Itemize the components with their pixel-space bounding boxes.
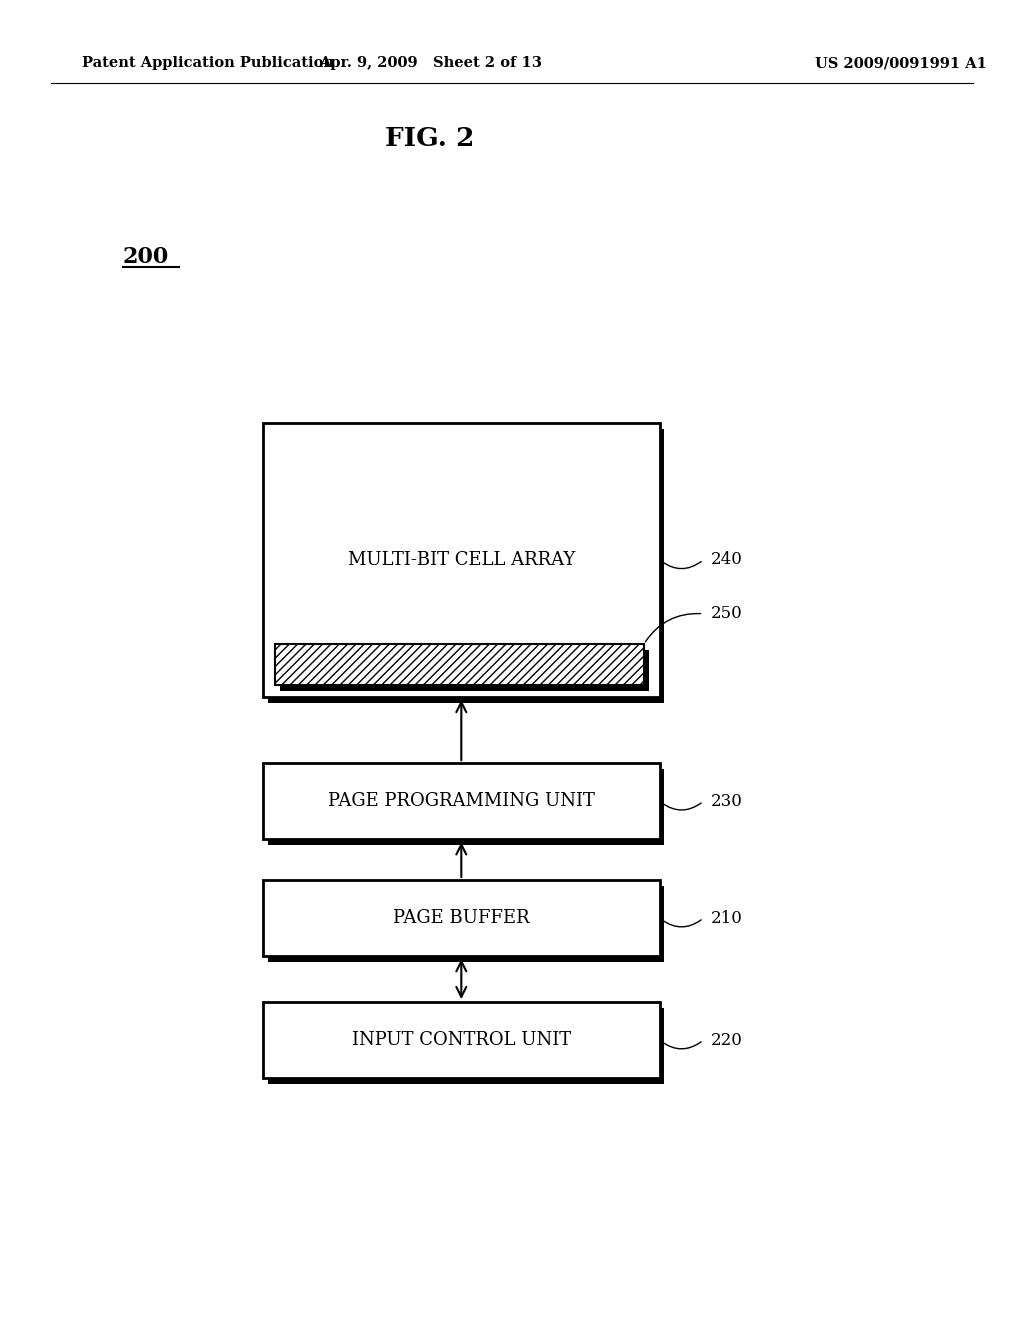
Bar [263, 880, 659, 956]
Bar [263, 1002, 659, 1078]
Text: 250: 250 [712, 606, 743, 622]
Text: 240: 240 [712, 552, 743, 569]
Bar [263, 422, 659, 697]
Text: 230: 230 [712, 793, 743, 809]
Text: 220: 220 [712, 1032, 743, 1048]
Text: MULTI-BIT CELL ARRAY: MULTI-BIT CELL ARRAY [348, 550, 574, 569]
Text: Patent Application Publication: Patent Application Publication [82, 57, 334, 70]
Text: PAGE PROGRAMMING UNIT: PAGE PROGRAMMING UNIT [328, 792, 595, 810]
Text: FIG. 2: FIG. 2 [385, 127, 475, 150]
Bar [267, 1008, 665, 1084]
Bar [280, 651, 648, 690]
Text: US 2009/0091991 A1: US 2009/0091991 A1 [815, 57, 987, 70]
Bar [263, 763, 659, 840]
Text: Apr. 9, 2009   Sheet 2 of 13: Apr. 9, 2009 Sheet 2 of 13 [318, 57, 542, 70]
Text: INPUT CONTROL UNIT: INPUT CONTROL UNIT [352, 1031, 570, 1049]
Bar [267, 770, 665, 846]
Bar [267, 886, 665, 962]
Text: PAGE BUFFER: PAGE BUFFER [393, 909, 529, 927]
Text: 200: 200 [123, 247, 169, 268]
Text: 210: 210 [712, 909, 743, 927]
Bar [267, 429, 665, 704]
Bar [274, 644, 644, 685]
